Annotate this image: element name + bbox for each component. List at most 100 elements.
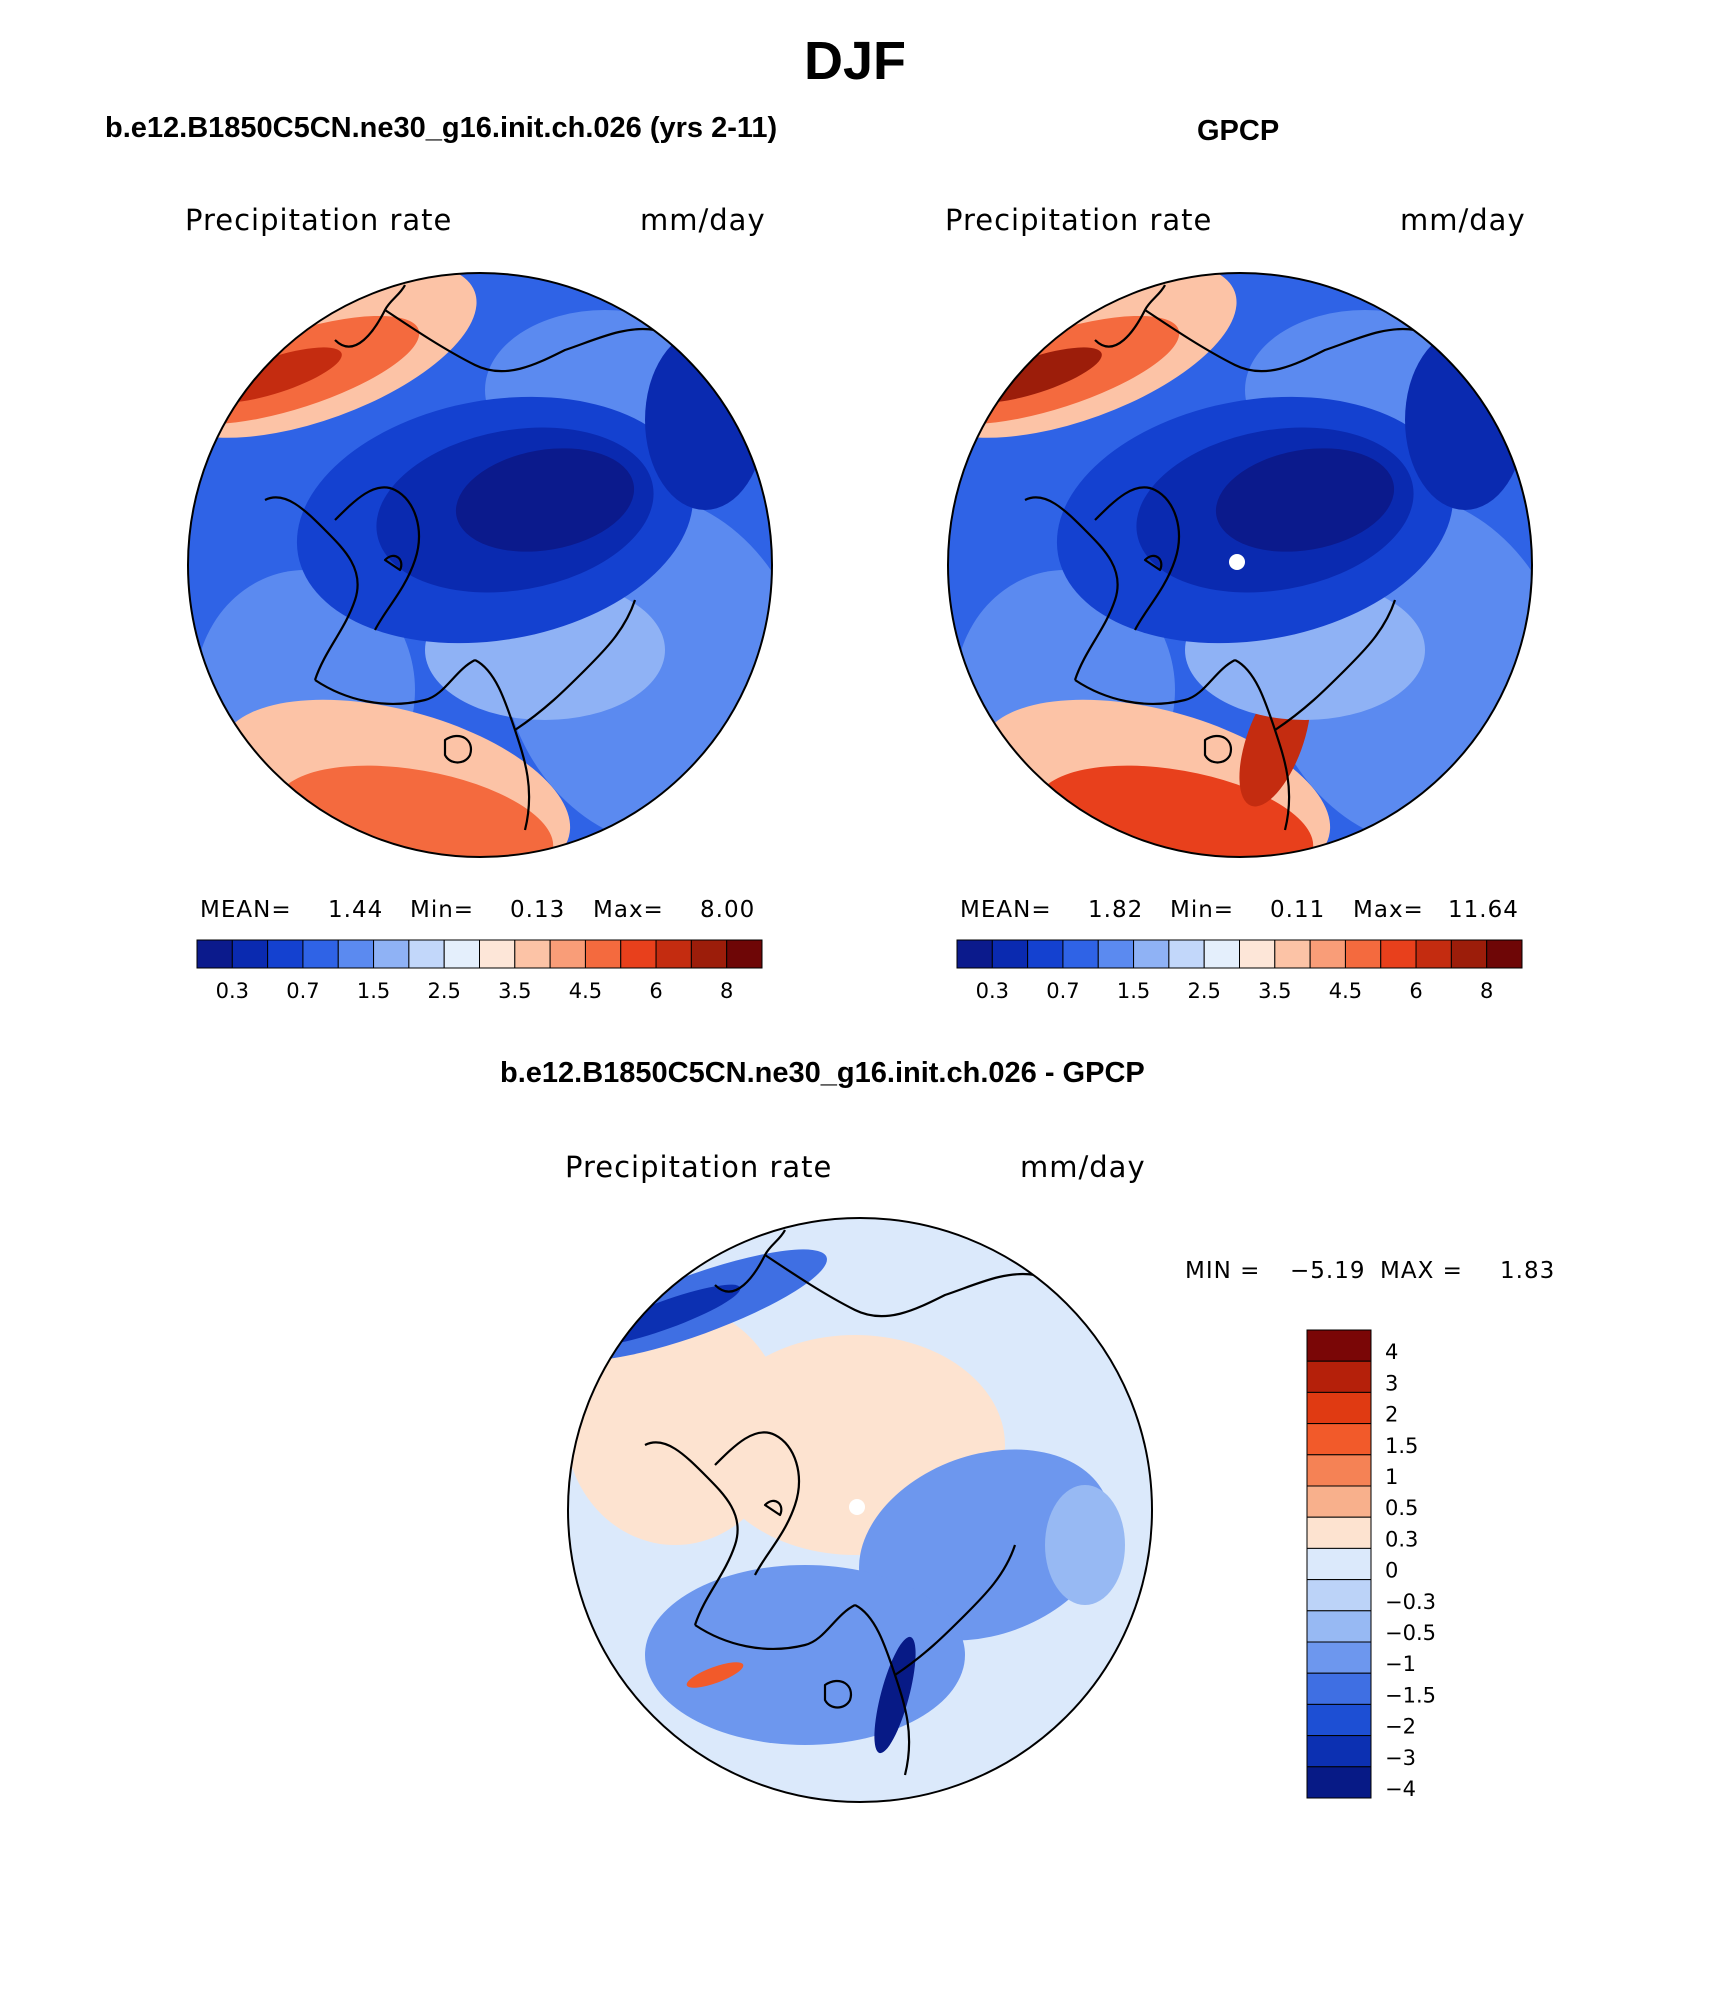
model-max-label: Max= [593, 897, 664, 923]
obs-map-border [947, 272, 1533, 858]
obs-variable-label: Precipitation rate [945, 203, 1213, 237]
diff-eurasia-negative [859, 1449, 1111, 1641]
diff-siberia-negative [1045, 1485, 1125, 1605]
obs-min-label: Min= [1170, 897, 1235, 923]
model-min-label: Min= [410, 897, 475, 923]
model-colorbar-box [549, 939, 586, 969]
obs-colorbar-box [1203, 939, 1240, 969]
model-coastline [264, 496, 359, 681]
obs-colorbar-box [1133, 939, 1170, 969]
diff-colorbar-tick-label: 2 [1385, 1403, 1398, 1427]
diff-colorbar-box [1306, 1766, 1372, 1799]
obs-colorbar-tick-label: 0.3 [976, 979, 1009, 1003]
diff-colorbar-box [1306, 1516, 1372, 1549]
model-colorbar-box [267, 939, 304, 969]
obs-field [948, 273, 1532, 857]
diff-colorbar-tick-label: −1.5 [1385, 1683, 1436, 1707]
model-colorbar-box [479, 939, 516, 969]
diff-colorbar-tick-label: 0 [1385, 1559, 1398, 1583]
diff-colorbar-box [1306, 1360, 1372, 1393]
diff-colorbar-tick-label: −3 [1385, 1746, 1416, 1770]
obs-precip-map [947, 272, 1533, 858]
diff-colorbar-box [1306, 1329, 1372, 1362]
obs-colorbar-tick-label: 8 [1480, 979, 1493, 1003]
model-coastline [384, 309, 656, 373]
diff-coastline [823, 1679, 853, 1709]
obs-colorbar-tick-label: 2.5 [1187, 979, 1220, 1003]
diff-coastline [694, 1604, 856, 1651]
diff-min-label: MIN = [1185, 1258, 1261, 1284]
model-arctic-min [455, 448, 635, 552]
diff-colorbar-box [1306, 1672, 1372, 1705]
diff-colorbar-box [1306, 1735, 1372, 1768]
model-colorbar-tick-label: 6 [649, 979, 662, 1003]
obs-coastline [1143, 554, 1163, 572]
figure-title: DJF [803, 31, 906, 91]
diff-variable-label: Precipitation rate [565, 1150, 833, 1184]
obs-colorbar-tick-label: 6 [1409, 979, 1422, 1003]
obs-colorbar-tick-label: 0.7 [1046, 979, 1079, 1003]
model-precip-map [187, 272, 773, 858]
diff-colorbar-box [1306, 1703, 1372, 1737]
obs-coastline [1074, 659, 1236, 706]
obs-min-value: 0.11 [1270, 897, 1326, 923]
obs-arctic-min [1215, 448, 1395, 552]
model-colorbar-tick-label: 4.5 [569, 979, 602, 1003]
diff-colorbar-tick-label: −0.3 [1385, 1590, 1436, 1614]
model-colorbar-box [373, 939, 410, 969]
model-coastline [314, 659, 476, 706]
model-siberia-low [645, 330, 765, 510]
diff-colorbar-box [1306, 1423, 1372, 1456]
diff-min-value: −5.19 [1290, 1258, 1366, 1284]
model-colorbar-tick-label: 3.5 [498, 979, 531, 1003]
diff-norway-min [874, 1636, 916, 1754]
diff-colorbar-tick-label: 0.3 [1385, 1527, 1418, 1551]
obs-colorbar-box [1027, 939, 1064, 969]
top-right-panel-title: GPCP [1197, 115, 1280, 147]
diff-coastline [644, 1441, 739, 1626]
model-colorbar-tick-label: 2.5 [427, 979, 460, 1003]
diff-coastline [764, 1254, 1036, 1318]
obs-colorbar-box [1097, 939, 1135, 969]
obs-colorbar-box [1380, 939, 1417, 969]
diff-colorbar-tick-label: 1 [1385, 1465, 1398, 1489]
diff-colorbar-tick-label: −2 [1385, 1715, 1416, 1739]
diff-units-label: mm/day [1020, 1150, 1146, 1184]
model-colorbar-box [655, 939, 692, 969]
obs-colorbar-box [1415, 939, 1452, 969]
model-coastline [334, 486, 420, 631]
obs-pole-hole [1229, 554, 1245, 570]
obs-mean-label: MEAN= [960, 897, 1052, 923]
obs-siberia-low [1405, 330, 1525, 510]
model-colorbar-box [620, 939, 657, 969]
obs-colorbar-box [1344, 939, 1382, 969]
obs-colorbar-box [1450, 939, 1488, 969]
model-colorbar-box [584, 939, 622, 969]
diff-colorbar-tick-label: −4 [1385, 1777, 1416, 1801]
obs-colorbar-tick-label: 1.5 [1117, 979, 1150, 1003]
model-max-value: 8.00 [700, 897, 756, 923]
diff-pole-hole [849, 1499, 865, 1515]
model-coastline [474, 659, 531, 831]
model-colorbar: 0.3 0.7 1.5 2.5 3.5 4.5 6 8 [196, 939, 763, 1003]
model-colorbar-tick-label: 8 [720, 979, 733, 1003]
obs-colorbar: 0.3 0.7 1.5 2.5 3.5 4.5 6 8 [956, 939, 1523, 1003]
diff-atlantic-negative [645, 1565, 965, 1745]
diff-colorbar-tick-label: 1.5 [1385, 1434, 1418, 1458]
diff-colorbar-box [1306, 1610, 1372, 1643]
diff-colorbar-tick-label: 0.5 [1385, 1496, 1418, 1520]
diff-colorbar-box [1306, 1485, 1372, 1518]
model-colorbar-tick-label: 0.3 [216, 979, 249, 1003]
diff-precip-map [567, 1217, 1153, 1803]
model-min-value: 0.13 [510, 897, 566, 923]
obs-colorbar-box [1062, 939, 1099, 969]
model-colorbar-box [196, 939, 233, 969]
obs-colorbar-tick-label: 3.5 [1258, 979, 1291, 1003]
model-mean-value: 1.44 [328, 897, 384, 923]
obs-colorbar-box [1486, 939, 1523, 969]
obs-coastline [1234, 659, 1291, 831]
obs-coastline [1203, 734, 1233, 764]
diff-coastline [714, 1431, 800, 1576]
model-colorbar-box [443, 939, 480, 969]
model-coastline [514, 599, 637, 731]
